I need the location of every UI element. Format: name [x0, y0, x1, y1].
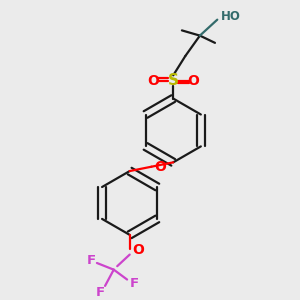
Text: O: O: [132, 243, 144, 257]
Text: O: O: [154, 160, 166, 174]
Text: O: O: [147, 74, 159, 88]
Text: HO: HO: [220, 10, 240, 23]
Text: S: S: [168, 73, 179, 88]
Text: O: O: [188, 74, 200, 88]
Text: F: F: [87, 254, 96, 267]
Text: F: F: [96, 286, 105, 299]
Text: F: F: [130, 277, 139, 290]
